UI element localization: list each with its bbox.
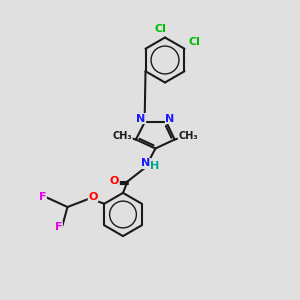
Text: F: F bbox=[39, 192, 46, 203]
Text: N: N bbox=[142, 158, 151, 169]
Text: F: F bbox=[55, 222, 62, 232]
Text: O: O bbox=[110, 176, 119, 187]
Text: N: N bbox=[166, 113, 175, 124]
Text: CH₃: CH₃ bbox=[112, 131, 132, 141]
Text: H: H bbox=[151, 160, 160, 171]
Text: N: N bbox=[136, 113, 146, 124]
Text: Cl: Cl bbox=[154, 24, 166, 34]
Text: O: O bbox=[88, 192, 98, 202]
Text: Cl: Cl bbox=[188, 37, 200, 47]
Text: CH₃: CH₃ bbox=[178, 131, 198, 141]
